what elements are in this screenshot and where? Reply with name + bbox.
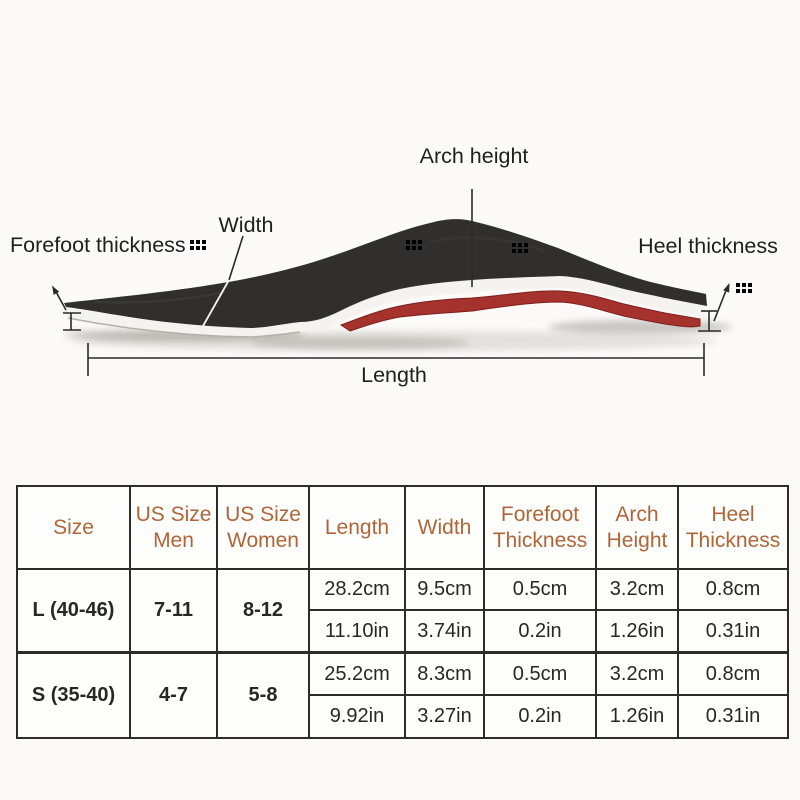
cell-l-forefoot-in: 0.2in xyxy=(483,609,597,653)
header-cell-arch-height: Arch Height xyxy=(595,485,679,570)
cell-us-men-s: 4-7 xyxy=(129,650,218,739)
header-cell-length: Length xyxy=(308,485,406,570)
insole-surface-sheen xyxy=(429,236,546,253)
cell-us-men-l: 7-11 xyxy=(129,568,218,653)
forefoot-thickness-label: Forefoot thickness xyxy=(10,233,186,257)
insole-top-layer xyxy=(64,219,707,328)
table-row-l-in: 11.10in 3.74in 0.2in 1.26in 0.31in xyxy=(17,609,789,653)
cell-s-forefoot-in: 0.2in xyxy=(483,694,597,739)
header-cell-us-size-men: US Size Men xyxy=(129,485,218,570)
header-cell-heel-thickness: Heel Thickness xyxy=(677,485,789,570)
cell-s-width-cm: 8.3cm xyxy=(404,650,485,696)
table-row-s-cm: S (35-40) 4-7 5-8 25.2cm 8.3cm 0.5cm 3.2… xyxy=(16,650,789,739)
cell-s-forefoot-cm: 0.5cm xyxy=(483,650,597,696)
width-label: Width xyxy=(219,213,274,237)
cell-s-width-in: 3.27in xyxy=(404,694,485,739)
arch-height-annotation: Arch height xyxy=(420,144,529,287)
heel-thickness-annotation: Heel thickness xyxy=(638,234,778,332)
base-contact-shading xyxy=(67,317,301,338)
cell-s-length-cm: 25.2cm xyxy=(308,650,406,696)
cell-l-length-cm: 28.2cm xyxy=(308,568,406,611)
arch-height-label: Arch height xyxy=(420,144,529,168)
insole-surface-crease xyxy=(94,291,226,304)
cell-l-arch-in: 1.26in xyxy=(595,609,679,653)
length-label: Length xyxy=(361,363,427,387)
cell-size-s: S (35-40) xyxy=(16,650,131,739)
cell-us-women-s: 5-8 xyxy=(216,650,310,739)
cell-s-heel-in: 0.31in xyxy=(677,694,789,739)
insole-side-view-diagram: Arch height Width Forefoot thickness Hee… xyxy=(10,144,778,387)
cell-size-l: L (40-46) xyxy=(16,568,131,653)
cell-us-women-l: 8-12 xyxy=(216,568,310,653)
header-cell-us-size-women: US Size Women xyxy=(216,485,310,570)
cell-l-forefoot-cm: 0.5cm xyxy=(483,568,597,611)
header-cell-forefoot-thickness: Forefoot Thickness xyxy=(483,485,597,570)
forefoot-thickness-annotation: Forefoot thickness xyxy=(10,233,186,331)
size-spec-table: Size US Size Men US Size Women Length Wi… xyxy=(16,485,789,739)
arch-support-plate xyxy=(339,290,701,332)
cell-l-arch-cm: 3.2cm xyxy=(595,568,679,611)
cell-l-heel-cm: 0.8cm xyxy=(677,568,789,611)
width-annotation: Width xyxy=(202,213,274,327)
table-row-l-cm: L (40-46) 7-11 8-12 28.2cm 9.5cm 0.5cm 3… xyxy=(16,568,789,653)
header-cell-size: Size xyxy=(16,485,131,570)
header-cell-width: Width xyxy=(404,485,485,570)
table-header-row: Size US Size Men US Size Women Length Wi… xyxy=(16,485,789,570)
cell-s-heel-cm: 0.8cm xyxy=(677,650,789,696)
length-annotation: Length xyxy=(87,343,705,387)
table-row-s-in: 9.92in 3.27in 0.2in 1.26in 0.31in xyxy=(17,694,789,739)
heel-thickness-label: Heel thickness xyxy=(638,234,778,258)
cell-s-arch-in: 1.26in xyxy=(595,694,679,739)
cell-l-width-cm: 9.5cm xyxy=(404,568,485,611)
cell-s-length-in: 9.92in xyxy=(308,694,406,739)
cell-s-arch-cm: 3.2cm xyxy=(595,650,679,696)
cell-l-heel-in: 0.31in xyxy=(677,609,789,653)
cell-l-width-in: 3.74in xyxy=(404,609,485,653)
cell-l-length-in: 11.10in xyxy=(308,609,406,653)
